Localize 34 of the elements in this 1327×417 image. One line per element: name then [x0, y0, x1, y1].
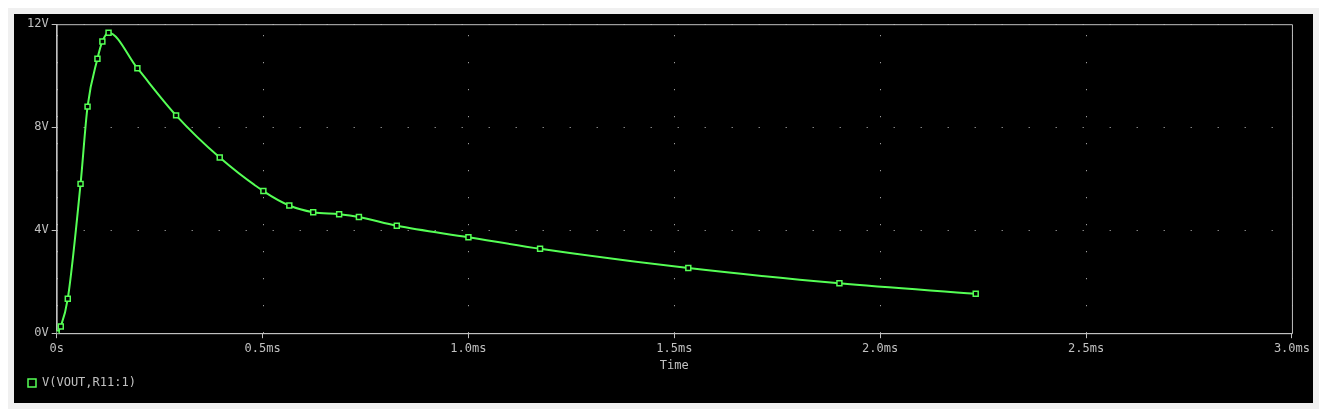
point	[335, 211, 343, 218]
legend-label: V(VOUT,R11:1)	[42, 375, 136, 390]
x-tick-label: 0.5ms	[244, 340, 281, 355]
point	[286, 202, 293, 209]
x-tick-label: 2.0ms	[862, 340, 899, 355]
point	[260, 187, 267, 195]
x-axis-title: Time	[659, 357, 689, 372]
point	[393, 222, 401, 230]
point	[84, 103, 91, 110]
y-tick-label: 12V	[26, 16, 49, 31]
x-tick-label: 1.5ms	[656, 340, 693, 355]
point	[57, 323, 65, 330]
point	[216, 154, 223, 161]
point	[355, 213, 363, 221]
point	[77, 180, 84, 188]
point	[309, 208, 317, 216]
x-tick-label: 2.5ms	[1068, 340, 1105, 355]
point	[536, 245, 544, 252]
y-tick-label: 8V	[34, 119, 49, 134]
point	[172, 112, 180, 119]
point	[685, 264, 692, 272]
point	[972, 290, 979, 298]
y-tick-label: 4V	[34, 222, 49, 237]
point	[105, 29, 112, 36]
y-tick-label: 0V	[34, 325, 49, 340]
point	[64, 295, 72, 302]
point	[836, 280, 843, 287]
point	[134, 65, 141, 72]
x-tick-label: 0s	[49, 340, 64, 355]
x-tick-label: 1.0ms	[450, 340, 487, 355]
x-tick-label: 3.0ms	[1273, 340, 1310, 355]
point	[465, 233, 472, 241]
point	[99, 38, 106, 45]
point	[94, 55, 101, 62]
